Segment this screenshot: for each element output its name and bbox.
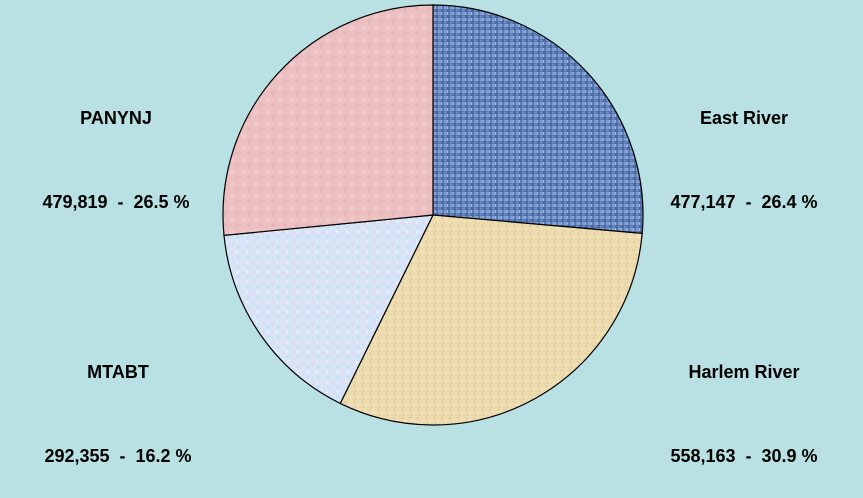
slice-label-mtabt: MTABT 292,355 - 16.2 % — [2, 302, 234, 498]
slice-name-east-river: East River — [699, 108, 789, 128]
pie-slice-harlem-river — [339, 214, 643, 426]
pie-slice-east-river — [432, 4, 644, 235]
slice-value-mtabt: 292,355 - 16.2 % — [44, 446, 192, 466]
slice-label-east-river: East River 477,147 - 26.4 % — [628, 48, 860, 244]
pie-slice-panynj — [222, 4, 434, 237]
slice-value-east-river: 477,147 - 26.4 % — [670, 192, 818, 212]
slice-value-harlem-river: 558,163 - 30.9 % — [670, 446, 818, 466]
slice-value-panynj: 479,819 - 26.5 % — [42, 192, 190, 212]
pie-chart — [222, 4, 644, 426]
slice-name-mtabt: MTABT — [87, 362, 149, 382]
slice-name-panynj: PANYNJ — [80, 108, 152, 128]
pie-slice-mtabt — [223, 214, 435, 405]
slice-label-harlem-river: Harlem River 558,163 - 30.9 % — [628, 302, 860, 498]
slice-name-harlem-river: Harlem River — [688, 362, 800, 382]
slice-label-panynj: PANYNJ 479,819 - 26.5 % — [0, 48, 232, 244]
